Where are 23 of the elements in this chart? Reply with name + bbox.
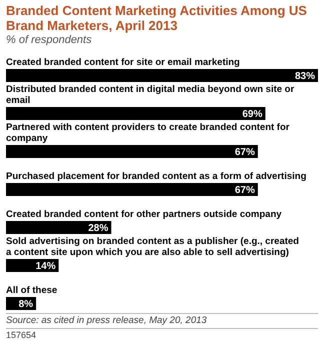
data-label: 14%: [36, 261, 56, 272]
data-label: 83%: [294, 71, 316, 82]
bar: [6, 183, 258, 196]
data-label: 8%: [18, 299, 34, 310]
y-tick-label: Sold advertising on branded content as a publisher (e.g., created a content site upon which you are also able to sell advertising): [6, 236, 300, 258]
text: 157654: [6, 328, 318, 340]
y-tick-label: Created branded content for site or email marketing: [6, 57, 240, 68]
y-tick-label: Purchased placement for branded content as a form of advertising: [6, 171, 307, 182]
y-tick-label: Partnered with content providers to create branded content for company: [6, 122, 290, 144]
data-label: 67%: [234, 147, 255, 158]
data-label: 69%: [242, 109, 262, 120]
bar: [6, 69, 318, 82]
y-tick-label: Created branded content for other partners outside company: [6, 209, 282, 220]
y-tick-label: All of these: [6, 285, 58, 296]
source-note: Source: as cited in press release, May 20, 2013: [6, 313, 318, 326]
chart-subtitle: % of respondents: [5, 33, 93, 47]
bar: [6, 145, 258, 158]
chart-title: Branded Content Marketing Activities Among US Brand Marketers, April 2013: [5, 2, 308, 33]
y-tick-label: Distributed branded content in digital media beyond own site or email: [6, 84, 294, 106]
data-label: 28%: [88, 223, 108, 234]
bar: [6, 221, 112, 234]
data-label: 67%: [234, 185, 255, 196]
bar: [6, 107, 266, 120]
